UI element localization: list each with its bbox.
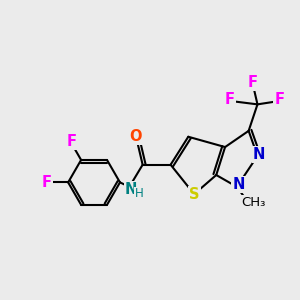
Text: F: F [224,92,235,107]
Text: N: N [232,177,244,192]
Text: H: H [134,187,143,200]
Text: S: S [189,187,200,202]
Text: F: F [274,92,285,107]
Text: N: N [125,182,137,197]
Text: F: F [66,134,76,149]
Text: F: F [248,75,258,90]
Text: N: N [253,147,265,162]
Text: O: O [129,129,142,144]
Text: F: F [42,175,52,190]
Text: CH₃: CH₃ [241,196,265,209]
